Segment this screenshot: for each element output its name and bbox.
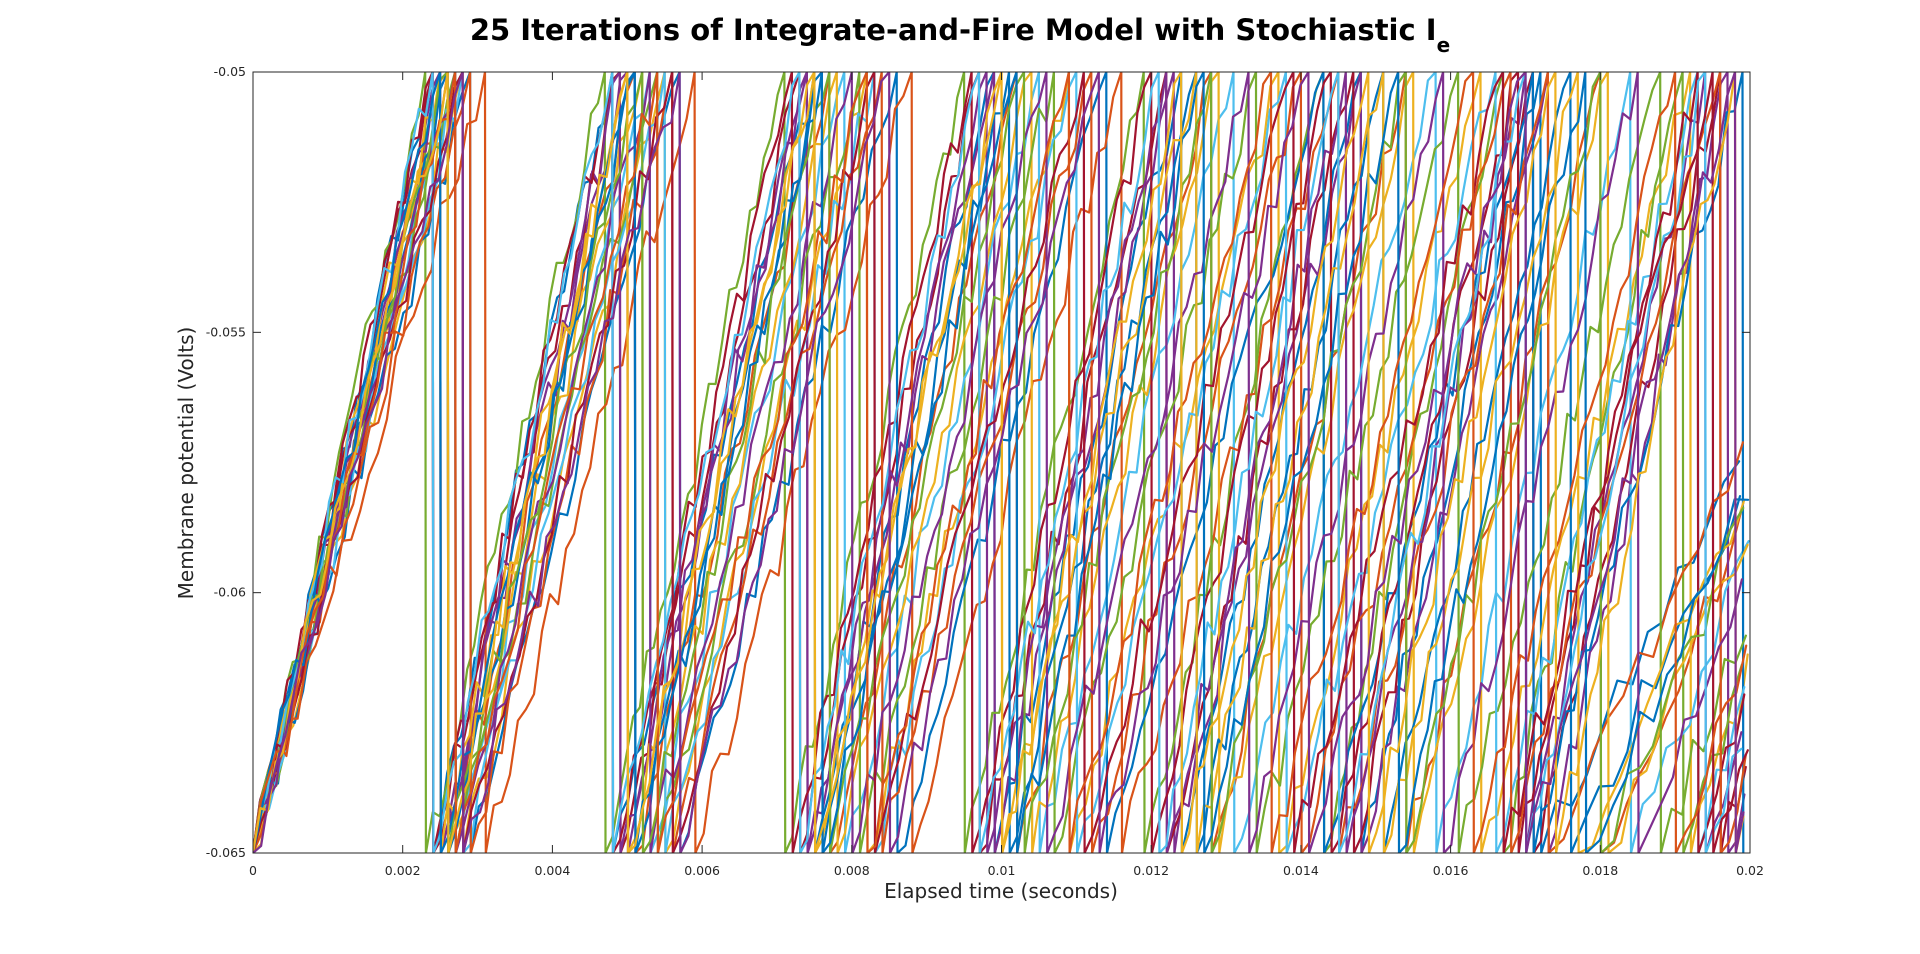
y-tick-label: -0.055	[206, 324, 246, 339]
series-line-24	[253, 72, 1745, 853]
series-line-13	[253, 72, 1746, 853]
y-tick-label: -0.06	[214, 585, 246, 600]
series-line-11	[253, 72, 1743, 853]
chart-title-subscript: e	[1437, 33, 1451, 57]
traces-group	[253, 72, 1750, 853]
x-tick-label: 0.002	[385, 863, 421, 878]
y-tick-label: -0.065	[206, 845, 246, 860]
x-tick-label: 0.014	[1283, 863, 1319, 878]
series-line-15	[253, 72, 1742, 853]
y-axis-label: Membrane potential (Volts)	[174, 327, 198, 600]
x-axis-ticks: 0 0.002 0.004 0.006 0.008 0.01 0.012 0.014 0.016…	[249, 72, 1764, 878]
series-line-23	[253, 72, 1748, 853]
chart-title-text: 25 Iterations of Integrate-and-Fire Mode…	[470, 13, 1437, 47]
x-tick-label: 0.012	[1133, 863, 1169, 878]
x-tick-label: 0.008	[834, 863, 870, 878]
series-line-22	[253, 72, 1750, 853]
series-line-25	[253, 72, 1745, 853]
series-line-19	[253, 72, 1745, 853]
x-tick-label: 0.02	[1736, 863, 1764, 878]
series-line-9	[253, 72, 1744, 853]
x-tick-label: 0.01	[988, 863, 1016, 878]
x-tick-label: 0.006	[684, 863, 720, 878]
series-line-21	[253, 72, 1749, 853]
series-line-14	[253, 72, 1746, 853]
series-line-20	[253, 72, 1743, 853]
y-axis-ticks: -0.065 -0.06 -0.055 -0.05	[206, 64, 1750, 860]
series-line-5	[253, 72, 1743, 853]
x-tick-label: 0	[249, 863, 257, 878]
x-axis-label: Elapsed time (seconds)	[884, 879, 1118, 903]
x-tick-label: 0.018	[1582, 863, 1618, 878]
x-tick-label: 0.016	[1433, 863, 1469, 878]
x-tick-label: 0.004	[535, 863, 571, 878]
y-tick-label: -0.05	[214, 64, 246, 79]
chart-title: 25 Iterations of Integrate-and-Fire Mode…	[470, 13, 1450, 57]
series-line-18	[253, 72, 1743, 853]
